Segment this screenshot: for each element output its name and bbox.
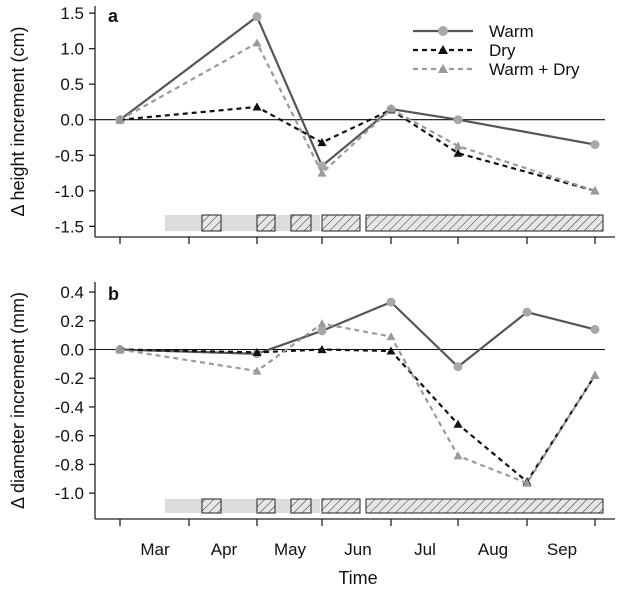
y-tick-label: -1.0 bbox=[55, 484, 84, 503]
data-point bbox=[453, 419, 463, 428]
y-tick-label: 1.5 bbox=[60, 4, 84, 23]
legend-marker bbox=[438, 64, 448, 73]
y-tick-label: -1.5 bbox=[55, 217, 84, 236]
data-point bbox=[252, 347, 262, 356]
treatment-hatched-span bbox=[201, 214, 222, 232]
data-point bbox=[386, 104, 396, 113]
data-point bbox=[252, 38, 262, 47]
y-tick-label: 0.4 bbox=[60, 283, 84, 302]
x-tick-label: Jul bbox=[414, 540, 436, 559]
data-point bbox=[590, 140, 600, 150]
treatment-hatched-span bbox=[256, 498, 276, 514]
panel-letter: a bbox=[108, 6, 119, 26]
x-tick-label: Jun bbox=[344, 540, 371, 559]
y-tick-label: 0.2 bbox=[60, 312, 84, 331]
treatment-hatched-span bbox=[290, 498, 312, 514]
legend-label: Warm bbox=[489, 22, 534, 41]
data-point bbox=[522, 307, 532, 317]
treatment-hatched-span bbox=[256, 214, 276, 232]
data-point bbox=[252, 12, 262, 22]
data-point bbox=[317, 137, 327, 147]
treatment-hatched-span bbox=[321, 498, 361, 514]
x-tick-label: Mar bbox=[140, 540, 170, 559]
legend-label: Dry bbox=[489, 41, 516, 60]
y-tick-label: -0.8 bbox=[55, 455, 84, 474]
series-line-warm-dry bbox=[119, 41, 596, 192]
data-point bbox=[115, 115, 125, 124]
x-tick-label: Aug bbox=[478, 540, 508, 559]
data-point bbox=[115, 345, 125, 354]
data-point bbox=[590, 370, 600, 379]
data-point bbox=[386, 346, 396, 355]
data-point bbox=[453, 141, 463, 150]
data-point bbox=[252, 102, 262, 111]
series-line-warm-dry bbox=[119, 322, 596, 485]
treatment-hatched-span bbox=[290, 214, 312, 232]
data-point bbox=[317, 168, 327, 177]
data-point bbox=[453, 148, 463, 157]
data-point bbox=[453, 451, 463, 460]
data-point bbox=[590, 186, 600, 195]
data-point bbox=[386, 297, 396, 307]
treatment-hatched-span bbox=[365, 214, 604, 232]
panel-letter: b bbox=[108, 284, 119, 304]
data-point bbox=[453, 115, 463, 125]
y-tick-label: -0.6 bbox=[55, 427, 84, 446]
data-point bbox=[386, 332, 396, 341]
x-tick-label: Sep bbox=[547, 540, 577, 559]
x-axis: Mar Apr May Jun Jul Aug Sep Time bbox=[140, 540, 577, 588]
y-tick-label: 0.0 bbox=[60, 111, 84, 130]
y-tick-label: -1.0 bbox=[55, 182, 84, 201]
y-tick-label: 0.5 bbox=[60, 75, 84, 94]
data-point bbox=[317, 326, 327, 336]
y-tick-label: -0.2 bbox=[55, 369, 84, 388]
series-line-dry bbox=[119, 105, 596, 192]
series-line-warm bbox=[119, 14, 596, 168]
data-point bbox=[590, 324, 600, 334]
data-point bbox=[522, 478, 532, 487]
y-tick-label: 1.0 bbox=[60, 40, 84, 59]
treatment-hatched-span bbox=[201, 498, 222, 514]
y-axis-title: Δ height increment (cm) bbox=[8, 26, 28, 216]
panel-b: 0.4 0.2 0.0 -0.2 -0.4 -0.6 -0.8 -1.0 Δ diameter … bbox=[8, 282, 615, 526]
legend-marker bbox=[438, 26, 448, 36]
x-axis-title: Time bbox=[338, 568, 377, 588]
y-tick-label: -0.4 bbox=[55, 398, 84, 417]
x-tick-label: Apr bbox=[211, 540, 238, 559]
panel-a: 1.5 1.0 0.5 0.0 -0.5 -1.0 -1.5 Δ height increme… bbox=[8, 4, 615, 244]
treatment-hatched-span bbox=[365, 498, 604, 514]
y-axis-title: Δ diameter increment (mm) bbox=[8, 292, 28, 509]
data-point bbox=[252, 366, 262, 375]
series-line-dry bbox=[119, 348, 596, 484]
treatment-hatched-span bbox=[321, 214, 361, 232]
y-tick-label: -0.5 bbox=[55, 146, 84, 165]
y-tick-label: 0.0 bbox=[60, 341, 84, 360]
legend-label: Warm + Dry bbox=[489, 60, 580, 79]
data-point bbox=[453, 362, 463, 372]
data-point bbox=[317, 345, 327, 354]
data-point bbox=[317, 319, 327, 328]
legend-marker bbox=[438, 45, 448, 54]
x-tick-label: May bbox=[274, 540, 307, 559]
